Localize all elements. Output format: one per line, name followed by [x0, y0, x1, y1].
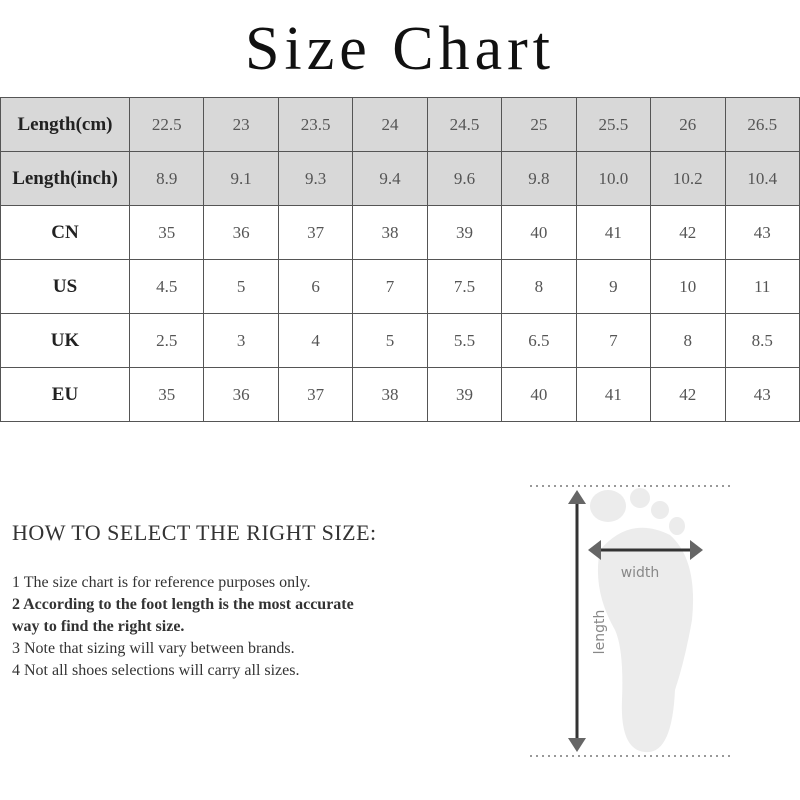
- page-title: Size Chart: [245, 15, 555, 83]
- table-cell: 5: [203, 259, 279, 314]
- table-cell: 7.5: [426, 259, 503, 314]
- row-header: UK: [0, 313, 130, 368]
- table-cell: 5.5: [426, 313, 503, 368]
- table-row: CN 35 36 37 38 39 40 41 42 43: [0, 205, 800, 260]
- table-cell: 10.4: [724, 151, 800, 206]
- foot-measure-diagram: width length: [530, 485, 732, 757]
- table-cell: 40: [501, 205, 577, 260]
- note-1: 1 The size chart is for reference purpos…: [12, 574, 311, 591]
- table-cell: 43: [724, 205, 800, 260]
- table-cell: 10.0: [575, 151, 652, 206]
- length-label: length: [592, 610, 608, 655]
- table-cell: 22.5: [128, 97, 205, 152]
- table-cell: 7: [352, 259, 428, 314]
- table-cell: 35: [128, 205, 205, 260]
- table-cell: 38: [352, 367, 428, 422]
- table-row: Length(inch) 8.9 9.1 9.3 9.4 9.6 9.8 10.0 10.2 10…: [0, 151, 800, 206]
- table-cell: 9.3: [277, 151, 354, 206]
- table-cell: 8.5: [724, 313, 800, 368]
- table-cell: 4: [277, 313, 354, 368]
- table-cell: 4.5: [128, 259, 205, 314]
- table-row: EU 35 36 37 38 39 40 41 42 43: [0, 367, 800, 422]
- table-cell: 2.5: [128, 313, 205, 368]
- table-cell: 42: [650, 205, 726, 260]
- arrow-up-icon: [568, 490, 586, 504]
- foot-icon: [590, 488, 694, 753]
- table-cell: 8.9: [128, 151, 205, 206]
- table-row: Length(cm) 22.5 23 23.5 24 24.5 25 25.5 26 26.5: [0, 97, 800, 152]
- table-cell: 9: [575, 259, 652, 314]
- table-cell: 5: [352, 313, 428, 368]
- arrow-down-icon: [568, 738, 586, 752]
- table-cell: 23: [203, 97, 279, 152]
- arrow-left-icon: [588, 540, 601, 560]
- table-cell: 40: [501, 367, 577, 422]
- table-cell: 9.8: [501, 151, 577, 206]
- row-header: US: [0, 259, 130, 314]
- table-cell: 25.5: [575, 97, 652, 152]
- table-cell: 10.2: [650, 151, 726, 206]
- table-cell: 8: [650, 313, 726, 368]
- table-cell: 9.1: [203, 151, 279, 206]
- table-cell: 39: [426, 205, 503, 260]
- table-cell: 39: [426, 367, 503, 422]
- table-cell: 35: [128, 367, 205, 422]
- table-cell: 36: [203, 367, 279, 422]
- row-header: Length(inch): [0, 151, 130, 206]
- table-cell: 36: [203, 205, 279, 260]
- width-label: width: [621, 565, 660, 581]
- note-2: 2 According to the foot length is the mo…: [12, 596, 354, 635]
- table-cell: 26: [650, 97, 726, 152]
- row-header: CN: [0, 205, 130, 260]
- table-cell: 24: [352, 97, 428, 152]
- row-header: Length(cm): [0, 97, 130, 152]
- table-cell: 7: [575, 313, 652, 368]
- howto-notes: 1 The size chart is for reference purpos…: [12, 572, 382, 682]
- table-cell: 9.4: [352, 151, 428, 206]
- table-cell: 23.5: [277, 97, 354, 152]
- note-4: 4 Not all shoes selections will carry al…: [12, 662, 300, 679]
- table-cell: 6.5: [501, 313, 577, 368]
- table-cell: 8: [501, 259, 577, 314]
- table-row: UK 2.5 3 4 5 5.5 6.5 7 8 8.5: [0, 313, 800, 368]
- table-cell: 6: [277, 259, 354, 314]
- row-header: EU: [0, 367, 130, 422]
- table-cell: 41: [575, 205, 652, 260]
- table-cell: 26.5: [724, 97, 800, 152]
- table-cell: 11: [724, 259, 800, 314]
- note-3: 3 Note that sizing will vary between bra…: [12, 640, 295, 657]
- table-cell: 42: [650, 367, 726, 422]
- table-cell: 41: [575, 367, 652, 422]
- table-row: US 4.5 5 6 7 7.5 8 9 10 11: [0, 259, 800, 314]
- size-chart-table: Length(cm) 22.5 23 23.5 24 24.5 25 25.5 26 26.5 Le…: [0, 97, 800, 422]
- arrow-right-icon: [690, 540, 703, 560]
- table-cell: 38: [352, 205, 428, 260]
- table-cell: 24.5: [426, 97, 503, 152]
- howto-heading: HOW TO SELECT THE RIGHT SIZE:: [12, 520, 377, 545]
- table-cell: 43: [724, 367, 800, 422]
- table-cell: 25: [501, 97, 577, 152]
- table-cell: 10: [650, 259, 726, 314]
- table-cell: 9.6: [426, 151, 503, 206]
- table-cell: 37: [277, 205, 354, 260]
- table-cell: 3: [203, 313, 279, 368]
- table-cell: 37: [277, 367, 354, 422]
